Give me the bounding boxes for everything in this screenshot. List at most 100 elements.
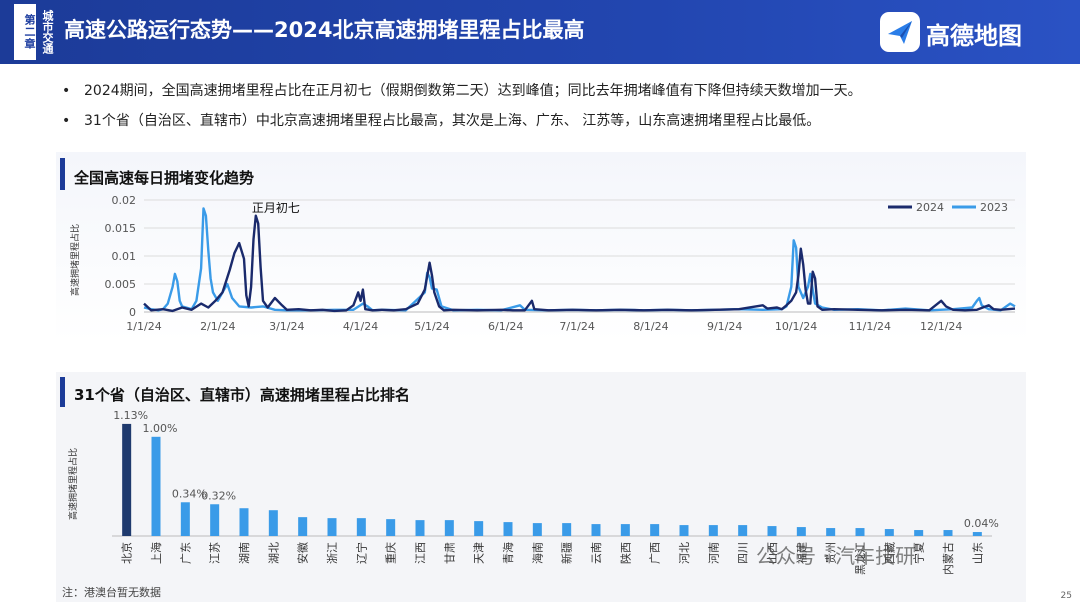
bar-湖北	[268, 510, 278, 536]
data-label: 0.32%	[201, 489, 236, 502]
category-label: 重庆	[384, 542, 398, 564]
x-tick-label: 7/1/24	[559, 320, 594, 333]
footnote: 注：港澳台暂无数据	[62, 586, 161, 599]
ranking-chart-panel	[56, 372, 1026, 602]
y-tick-label: 0.015	[105, 222, 137, 235]
bullet-item: 31个省（自治区、直辖市）中北京高速拥堵里程占比最高，其次是上海、广东、 江苏等…	[60, 106, 1060, 136]
legend-label-2024: 2024	[916, 201, 944, 214]
bar-江苏	[210, 504, 220, 536]
section-marker	[60, 377, 65, 407]
category-label: 浙江	[326, 542, 339, 564]
x-tick-label: 8/1/24	[633, 320, 668, 333]
bar-上海	[151, 436, 161, 536]
category-label: 山东	[971, 542, 984, 564]
category-label: 辽宁	[354, 542, 368, 564]
trend-line-chart: 高速拥堵里程占比 0 0.005 0.01 0.015 0.02 1/1/24 2/1/24 3…	[69, 194, 1016, 333]
legend-label-2023: 2023	[980, 201, 1008, 214]
bar-山东	[972, 532, 982, 536]
x-tick-label: 11/1/24	[849, 320, 891, 333]
bar-山西	[767, 526, 777, 536]
bar-重庆	[386, 519, 396, 536]
category-label: 福建	[794, 542, 808, 564]
bar-黑龙江	[855, 528, 865, 536]
bullet-item: 2024期间，全国高速拥堵里程占比在正月初七（假期倒数第二天）达到峰值；同比去年…	[60, 76, 1060, 106]
bar-贵州	[826, 528, 836, 536]
category-label: 内蒙古	[941, 542, 955, 575]
bar-陕西	[620, 524, 630, 536]
x-tick-label: 1/1/24	[126, 320, 161, 333]
x-tick-label: 5/1/24	[414, 320, 449, 333]
bar-广东	[180, 502, 190, 536]
paper-plane-icon	[888, 21, 912, 44]
x-tick-label: 3/1/24	[269, 320, 304, 333]
bar-甘肃	[444, 520, 454, 536]
ranking-chart-title: 31个省（自治区、直辖市）高速拥堵里程占比排名	[74, 386, 410, 404]
y-tick-label: 0.01	[112, 250, 137, 263]
chapter-sub-label: 城市交通	[41, 10, 54, 54]
category-label: 河北	[678, 542, 691, 564]
category-label: 海南	[530, 542, 544, 564]
bar-新疆	[562, 523, 572, 536]
bar-福建	[796, 527, 806, 536]
bar-浙江	[327, 518, 337, 536]
bar-河南	[708, 525, 718, 536]
bar-西藏	[884, 529, 894, 536]
bar-河北	[679, 525, 689, 536]
category-label: 湖南	[238, 542, 251, 564]
x-tick-label: 12/1/24	[920, 320, 962, 333]
category-label: 上海	[149, 542, 163, 564]
logo-text: 高德地图	[926, 22, 1022, 50]
y-axis-label: 高速拥堵里程占比	[67, 448, 79, 520]
category-label: 广东	[179, 542, 192, 564]
bar-广西	[650, 524, 660, 536]
category-label: 云南	[590, 542, 603, 564]
trend-chart-title: 全国高速每日拥堵变化趋势	[74, 169, 255, 187]
x-tick-label: 4/1/24	[343, 320, 378, 333]
series-line-2023	[143, 207, 1016, 312]
y-tick-label: 0.02	[112, 194, 137, 207]
category-label: 天津	[473, 542, 486, 564]
category-label: 广西	[649, 542, 662, 564]
watermark: 公众号 · 汽车技研	[756, 544, 916, 568]
peak-annotation: 正月初七	[252, 201, 300, 215]
bar-青海	[503, 522, 513, 536]
chapter-label: 第二章	[14, 4, 36, 60]
category-label: 河南	[707, 542, 720, 564]
category-label: 山西	[766, 542, 779, 564]
data-label: 1.13%	[113, 409, 148, 422]
category-label: 四川	[737, 542, 750, 564]
category-label: 西藏	[883, 542, 896, 564]
category-label: 黑龙江	[854, 542, 867, 575]
category-label: 青海	[501, 542, 515, 564]
series-line-2024	[143, 214, 1016, 313]
bar-辽宁	[356, 518, 366, 536]
category-label: 甘肃	[443, 542, 456, 564]
x-tick-label: 9/1/24	[707, 320, 742, 333]
bar-江西	[415, 520, 425, 536]
category-label: 北京	[120, 542, 134, 564]
page-number: 25	[1060, 591, 1072, 601]
section-marker	[60, 158, 65, 190]
bar-安徽	[298, 517, 308, 536]
y-tick-label: 0	[129, 306, 136, 319]
bar-宁夏	[914, 530, 924, 536]
bar-海南	[532, 523, 542, 536]
category-label: 江苏	[209, 542, 222, 564]
page-title: 高速公路运行态势——2024北京高速拥堵里程占比最高	[64, 18, 585, 42]
y-axis-label: 高速拥堵里程占比	[69, 224, 81, 296]
amap-logo-icon	[880, 12, 920, 52]
data-label: 0.34%	[172, 487, 207, 500]
bar-云南	[591, 524, 601, 536]
y-tick-label: 0.005	[105, 278, 137, 291]
x-tick-label: 2/1/24	[200, 320, 235, 333]
bar-湖南	[239, 508, 249, 536]
category-label: 湖北	[267, 542, 280, 564]
bar-北京	[122, 423, 132, 536]
category-label: 陕西	[618, 542, 632, 564]
category-label: 江西	[414, 542, 427, 564]
category-label: 贵州	[825, 542, 838, 564]
data-label: 1.00%	[143, 422, 178, 435]
bar-内蒙古	[943, 530, 953, 536]
category-label: 安徽	[296, 542, 310, 564]
